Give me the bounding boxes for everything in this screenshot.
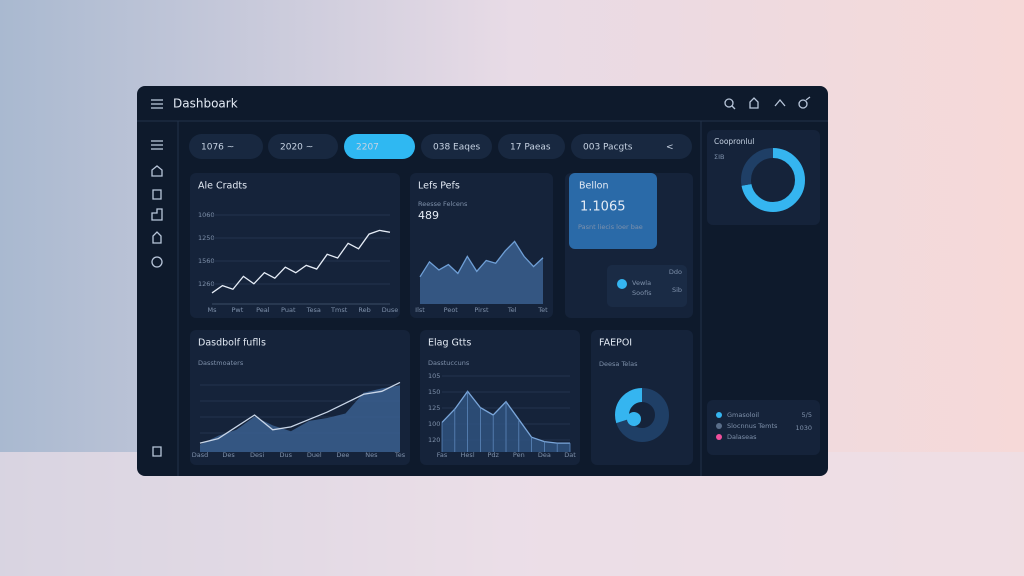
card-title: Elag Gtts [428, 338, 471, 349]
card-value: 1.1065 [580, 200, 626, 215]
x-tick-label: Tet [537, 306, 548, 314]
y-tick-label: 120 [428, 436, 440, 444]
filter-label: < [666, 143, 674, 153]
x-tick-label: Dus [279, 451, 292, 459]
legend-value: 5/5 [802, 411, 812, 419]
legend-dot [617, 279, 627, 289]
x-tick-label: Pwt [232, 306, 244, 314]
x-tick-label: Desi [250, 451, 264, 459]
x-tick-label: Fas [437, 451, 448, 459]
x-tick-label: Ilst [415, 306, 425, 314]
x-tick-label: Duse [382, 306, 399, 314]
menu-icon[interactable] [151, 99, 163, 109]
x-tick-label: Pen [513, 451, 525, 459]
card-subtitle: Dasstmoaters [198, 359, 244, 367]
legend-label: Dalaseas [727, 433, 757, 441]
line-series [199, 381, 401, 444]
card-title: Bellon [579, 181, 608, 192]
legend-label: Soofis [632, 289, 652, 297]
card-title: Lefs Pefs [418, 181, 460, 192]
legend-label: Gmasoloil [727, 411, 759, 419]
filter-label: 038 Eaqes [433, 143, 480, 153]
legend-value: 1030 [795, 424, 812, 432]
x-tick-label: Dat [564, 451, 576, 459]
y-tick-label: 1260 [198, 280, 215, 288]
y-tick-label: 1560 [198, 257, 215, 265]
side-legend-card [707, 400, 820, 455]
x-tick-label: Ms [208, 306, 218, 314]
donut-segment [741, 148, 805, 212]
legend-dot [716, 423, 722, 429]
donut-segment [615, 388, 669, 442]
legend-label: Slocnnus Temts [727, 422, 778, 430]
line-card [190, 173, 400, 318]
card-note: Pasnt liecis loer bae [578, 223, 643, 231]
area-series [420, 241, 543, 304]
legend-value: Ddo [669, 268, 682, 276]
x-tick-label: Dee [336, 451, 349, 459]
y-tick-label: 100 [428, 420, 440, 428]
card-subtitle: Dasstuccuns [428, 359, 470, 367]
app-title: Dashboark [173, 97, 238, 111]
legend-dot [716, 412, 722, 418]
y-tick-label: 150 [428, 388, 440, 396]
y-tick-label: 1250 [198, 234, 215, 242]
filter-pill[interactable] [268, 134, 338, 159]
x-tick-label: Dea [538, 451, 551, 459]
area-outline [419, 240, 544, 278]
stat-card[interactable] [569, 173, 657, 249]
x-tick-label: Reb [358, 306, 370, 314]
filter-label: 17 Paeas [510, 143, 551, 153]
x-tick-label: Nes [365, 451, 378, 459]
filter-pill[interactable] [189, 134, 263, 159]
x-tick-label: Pirst [474, 306, 489, 314]
card-subtitle: Deesa Telas [599, 360, 638, 368]
x-tick-label: Tesa [306, 306, 321, 314]
card-title: FAEPOI [599, 338, 632, 349]
card-subtitle: Reesse Felcens [418, 200, 468, 208]
y-tick-label: 1060 [198, 211, 215, 219]
card-title: Dasdbolf fuflls [198, 338, 266, 349]
area-series [200, 385, 400, 452]
top-icons[interactable] [724, 96, 811, 110]
y-tick-label: 125 [428, 404, 440, 412]
filter-pill[interactable] [344, 134, 415, 159]
card-title: Coopronlul [714, 137, 754, 146]
card-subtitle: ΣΙΒ [714, 153, 724, 161]
filter-pill[interactable] [421, 134, 492, 159]
filter-pill[interactable] [571, 134, 692, 159]
x-tick-label: Puat [281, 306, 296, 314]
filter-label: 003 Pacgts [583, 143, 633, 153]
line-series [211, 229, 391, 294]
filter-pill[interactable] [498, 134, 565, 159]
x-tick-label: Tel [507, 306, 517, 314]
x-tick-label: Dasd [192, 451, 209, 459]
legend-value: Sib [672, 286, 682, 294]
x-tick-label: Tmst [330, 306, 348, 314]
legend-box [607, 265, 687, 307]
x-tick-label: Peal [256, 306, 270, 314]
legend-dot [716, 434, 722, 440]
filter-label: 2020 ~ [280, 143, 313, 153]
card-value: 489 [418, 209, 439, 222]
x-tick-label: Duel [307, 451, 322, 459]
x-tick-label: Pdz [487, 451, 499, 459]
x-tick-label: Tes [394, 451, 406, 459]
filter-label: 2207 [356, 143, 379, 153]
sidebar-icons[interactable] [151, 140, 163, 457]
legend-label: Vewla [632, 279, 651, 287]
y-tick-label: 105 [428, 372, 440, 380]
x-tick-label: Hesl [461, 451, 475, 459]
filter-label: 1076 ~ [201, 143, 234, 153]
card-title: Ale Cradts [198, 181, 247, 192]
donut-center [627, 412, 641, 426]
x-tick-label: Peot [444, 306, 459, 314]
x-tick-label: Des [222, 451, 235, 459]
